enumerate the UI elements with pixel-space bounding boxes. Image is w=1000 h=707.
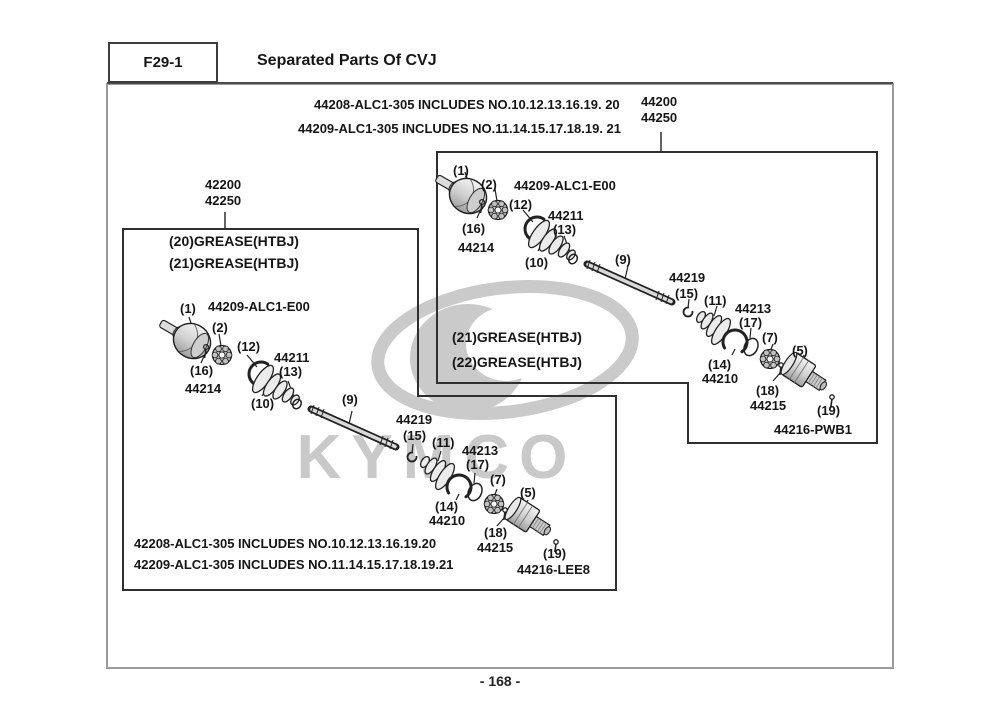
grease-note: (21)GREASE(HTBJ) xyxy=(452,329,582,345)
lower-assembly-box xyxy=(122,228,617,591)
callout-label: (15) xyxy=(403,428,427,443)
callout-label: (19) xyxy=(817,403,841,418)
callout-label: (17) xyxy=(739,315,763,330)
upper-assembly-box xyxy=(436,151,878,444)
callout-label: (12) xyxy=(509,197,533,212)
grease-note: (21)GREASE(HTBJ) xyxy=(169,255,299,271)
callout-label: 44215 xyxy=(477,540,514,555)
includes-note-upper: 44208-ALC1-305 INCLUDES NO.10.12.13.16.1… xyxy=(314,97,620,112)
callout-label: (11) xyxy=(704,293,727,308)
callout-label: (9) xyxy=(615,252,631,267)
callout-label: 44219 xyxy=(669,270,706,285)
end-code-label: 44216-LEE8 xyxy=(517,562,590,577)
callout-label: 44214 xyxy=(185,381,222,396)
cvj-assembly-drawing-lower xyxy=(159,316,559,553)
part-code-label: 44209-ALC1-E00 xyxy=(514,178,616,193)
callout-label: (2) xyxy=(212,320,228,335)
callout-label: (15) xyxy=(675,286,699,301)
callout-label: (18) xyxy=(484,525,508,540)
callout-label: (14) xyxy=(708,357,732,372)
callout-label: 44213 xyxy=(735,301,772,316)
callout-label: (11) xyxy=(432,435,455,450)
callout-label: 44213 xyxy=(462,443,499,458)
callout-label: (12) xyxy=(237,339,261,354)
callout-label: (7) xyxy=(762,330,778,345)
callout-label: 44214 xyxy=(458,240,495,255)
callout-label: 44210 xyxy=(429,513,466,528)
callout-label: (1) xyxy=(453,163,469,178)
ring-17-drawing xyxy=(467,482,483,502)
callout-label: (5) xyxy=(792,343,808,358)
callout-label: (1) xyxy=(180,301,196,316)
callout-label: 44211 xyxy=(274,350,310,365)
outer-joint-drawing xyxy=(159,319,212,360)
group-code: 44250 xyxy=(641,110,678,125)
callout-label: 44215 xyxy=(750,398,787,413)
grease-note: (20)GREASE(HTBJ) xyxy=(169,233,299,249)
grease-note: (22)GREASE(HTBJ) xyxy=(452,354,582,370)
boot-11-drawing xyxy=(419,455,456,491)
spider-7-drawing xyxy=(483,493,505,515)
callout-label: (13) xyxy=(553,222,577,237)
callout-label: 44211 xyxy=(548,208,584,223)
callout-label: (19) xyxy=(543,546,567,561)
callout-label: (9) xyxy=(342,392,358,407)
callout-label: (5) xyxy=(520,485,536,500)
includes-note-lower: 42208-ALC1-305 INCLUDES NO.10.12.13.16.1… xyxy=(134,536,437,551)
callout-label: (10) xyxy=(251,396,275,411)
callout-label: (18) xyxy=(756,383,780,398)
end-code-label: 44216-PWB1 xyxy=(774,422,853,437)
pin-16-drawing xyxy=(202,343,210,359)
callout-label: (16) xyxy=(190,363,214,378)
includes-note-lower: 42209-ALC1-305 INCLUDES NO.11.14.15.17.1… xyxy=(134,557,454,572)
inner-joint-drawing xyxy=(504,496,552,537)
callout-label: (17) xyxy=(466,457,490,472)
ring-15-drawing xyxy=(406,451,418,463)
callout-label: 44219 xyxy=(396,412,433,427)
pin-19-drawing xyxy=(553,539,559,553)
group-code: 42250 xyxy=(205,193,242,208)
callout-label: (13) xyxy=(279,364,303,379)
callout-label: (7) xyxy=(490,472,506,487)
page-title: Separated Parts Of CVJ xyxy=(257,52,437,69)
group-code: 42200 xyxy=(205,177,242,192)
callout-label: 44210 xyxy=(702,371,739,386)
includes-note-upper: 44209-ALC1-305 INCLUDES NO.11.14.15.17.1… xyxy=(298,121,622,136)
figure-code-box: F29-1 xyxy=(108,42,218,83)
figure-code: F29-1 xyxy=(143,54,183,71)
shaft-9-drawing xyxy=(307,404,400,451)
callout-label: (14) xyxy=(435,499,459,514)
callout-label: (2) xyxy=(481,177,497,192)
page-number: - 168 - xyxy=(479,673,521,689)
boot-band-14-drawing xyxy=(445,473,473,501)
callout-label: (16) xyxy=(462,221,486,236)
spider-2-drawing xyxy=(211,344,233,366)
boot-10-drawing xyxy=(251,364,300,406)
callout-label: (10) xyxy=(525,255,549,270)
group-code: 44200 xyxy=(641,94,678,109)
ring-13-drawing xyxy=(291,398,303,410)
part-code-label: 44209-ALC1-E00 xyxy=(208,299,310,314)
